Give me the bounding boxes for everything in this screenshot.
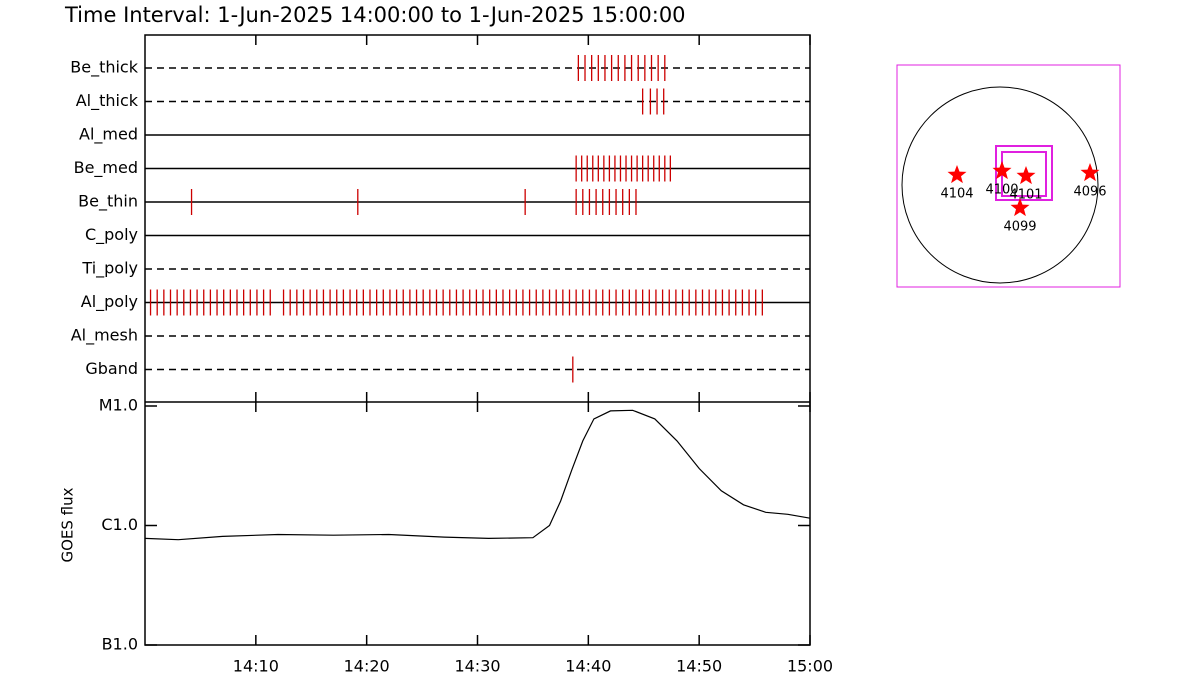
fov-box — [995, 145, 1053, 201]
x-tick-label: 14:30 — [454, 657, 500, 676]
region-label: 4100 — [985, 183, 1018, 198]
x-tick-label: 14:20 — [344, 657, 390, 676]
y-tick-label: M1.0 — [99, 396, 138, 415]
region-label: 4101 — [1009, 188, 1042, 203]
map-frame — [896, 64, 1121, 288]
region-marker — [1080, 163, 1100, 182]
region-marker — [1016, 166, 1036, 185]
row-label: Be_med — [74, 158, 138, 178]
row-label: C_poly — [85, 225, 138, 245]
y-axis-label: GOES flux — [59, 487, 77, 562]
solar-limb — [901, 86, 1099, 284]
row-label: Al_mesh — [71, 326, 138, 346]
region-label: 4104 — [940, 187, 973, 202]
row-label: Be_thin — [78, 192, 138, 212]
row-label: Ti_poly — [81, 259, 138, 279]
region-marker — [1010, 198, 1030, 217]
plot-frame — [144, 34, 811, 646]
y-tick-label: C1.0 — [101, 515, 138, 534]
row-label: Gband — [85, 359, 138, 378]
row-label: Al_poly — [81, 292, 138, 312]
row-label: Al_thick — [76, 91, 139, 111]
y-tick-label: B1.0 — [102, 635, 138, 654]
region-label: 4099 — [1003, 220, 1036, 235]
region-label: 4096 — [1073, 185, 1106, 200]
x-tick-label: 15:00 — [787, 657, 833, 676]
goes-curve — [144, 409, 811, 541]
row-label: Al_med — [79, 125, 138, 145]
x-tick-label: 14:50 — [676, 657, 722, 676]
x-tick-label: 14:10 — [233, 657, 279, 676]
region-marker — [992, 161, 1012, 180]
title: Time Interval: 1-Jun-2025 14:00:00 to 1-… — [64, 3, 686, 27]
region-marker — [947, 165, 967, 184]
x-tick-label: 14:40 — [565, 657, 611, 676]
row-label: Be_thick — [70, 58, 138, 78]
